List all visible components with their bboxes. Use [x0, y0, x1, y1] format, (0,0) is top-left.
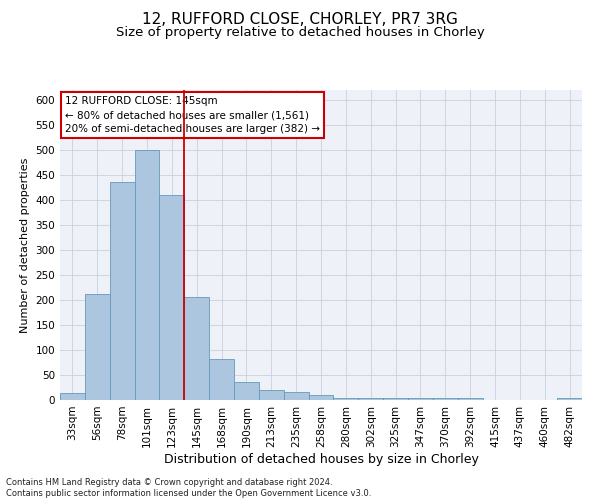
Text: 12, RUFFORD CLOSE, CHORLEY, PR7 3RG: 12, RUFFORD CLOSE, CHORLEY, PR7 3RG — [142, 12, 458, 28]
Bar — [259, 390, 284, 400]
Bar — [85, 294, 110, 400]
X-axis label: Distribution of detached houses by size in Chorley: Distribution of detached houses by size … — [164, 452, 478, 466]
Text: Size of property relative to detached houses in Chorley: Size of property relative to detached ho… — [116, 26, 484, 39]
Bar — [234, 382, 259, 400]
Bar — [458, 398, 482, 400]
Bar — [383, 398, 408, 400]
Bar — [134, 150, 160, 400]
Bar — [557, 398, 582, 400]
Bar — [60, 392, 85, 400]
Bar — [284, 392, 308, 400]
Bar — [209, 359, 234, 400]
Text: Contains HM Land Registry data © Crown copyright and database right 2024.
Contai: Contains HM Land Registry data © Crown c… — [6, 478, 371, 498]
Y-axis label: Number of detached properties: Number of detached properties — [20, 158, 30, 332]
Bar — [184, 296, 209, 400]
Text: 12 RUFFORD CLOSE: 145sqm
← 80% of detached houses are smaller (1,561)
20% of sem: 12 RUFFORD CLOSE: 145sqm ← 80% of detach… — [65, 96, 320, 134]
Bar — [308, 394, 334, 400]
Bar — [110, 182, 134, 400]
Bar — [358, 398, 383, 400]
Bar — [433, 398, 458, 400]
Bar — [408, 398, 433, 400]
Bar — [334, 398, 358, 400]
Bar — [160, 195, 184, 400]
